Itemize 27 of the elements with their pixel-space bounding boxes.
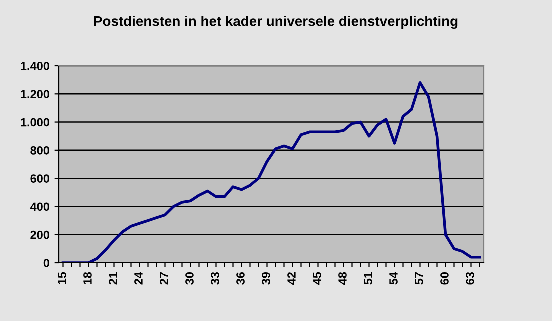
x-tick-label: 15 xyxy=(58,272,66,284)
x-tick-label: 39 xyxy=(262,272,270,285)
x-tick-label: 36 xyxy=(236,272,245,285)
x-tick-label: 63 xyxy=(466,272,474,285)
x-tick-label: 24 xyxy=(134,272,143,285)
y-tick-label: 1.200 xyxy=(21,90,50,99)
x-tick-label: 54 xyxy=(390,272,398,285)
x-tick-label: 57 xyxy=(415,272,424,285)
x-tick-label: 60 xyxy=(440,272,449,285)
x-tick-label: 18 xyxy=(84,272,92,284)
x-tick-label: 48 xyxy=(338,272,347,285)
y-tick-label: 400 xyxy=(30,202,50,212)
x-tick-label: 30 xyxy=(186,272,194,285)
chart-title: Postdiensten in het kader universele dienstverplichting xyxy=(94,16,458,30)
y-tick-label: 0 xyxy=(44,259,50,268)
y-tick-label: 800 xyxy=(30,146,50,155)
x-tick-label: 27 xyxy=(160,272,168,285)
x-tick-label: 21 xyxy=(109,272,118,285)
y-tick-label: 1.400 xyxy=(21,62,50,70)
line-series xyxy=(62,81,482,263)
x-tick-label: 33 xyxy=(211,272,220,285)
y-tick-label: 1.000 xyxy=(21,118,50,127)
x-tick-label: 42 xyxy=(288,272,296,285)
x-tick-label: 51 xyxy=(364,272,372,285)
y-tick-label: 600 xyxy=(30,174,50,183)
x-tick-label: 45 xyxy=(313,272,322,285)
y-tick-label: 200 xyxy=(30,230,50,240)
